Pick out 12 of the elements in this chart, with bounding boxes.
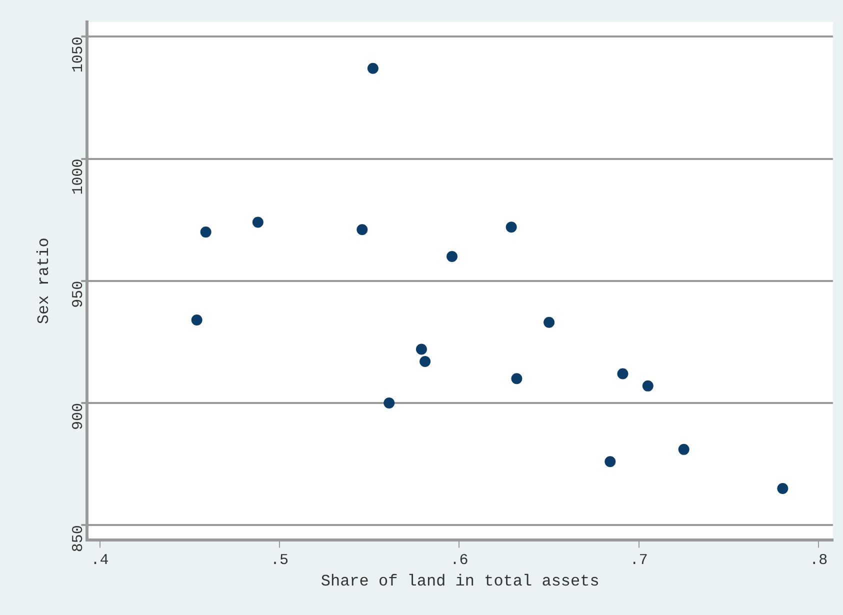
x-axis-title: Share of land in total assets (320, 572, 600, 591)
x-tick-label: .6 (450, 552, 468, 569)
y-axis-title: Sex ratio (34, 238, 53, 324)
y-tick-label: 900 (70, 403, 88, 430)
x-tick-label: .8 (810, 552, 828, 569)
x-tick-label: .4 (90, 552, 109, 569)
y-tick-label: 950 (70, 280, 88, 308)
y-tick-label: 850 (70, 525, 88, 552)
y-tick-label: 1050 (70, 36, 88, 73)
x-tick-label: .7 (630, 552, 648, 569)
y-tick-label: 1000 (70, 158, 88, 195)
x-tick-label: .5 (270, 552, 288, 569)
